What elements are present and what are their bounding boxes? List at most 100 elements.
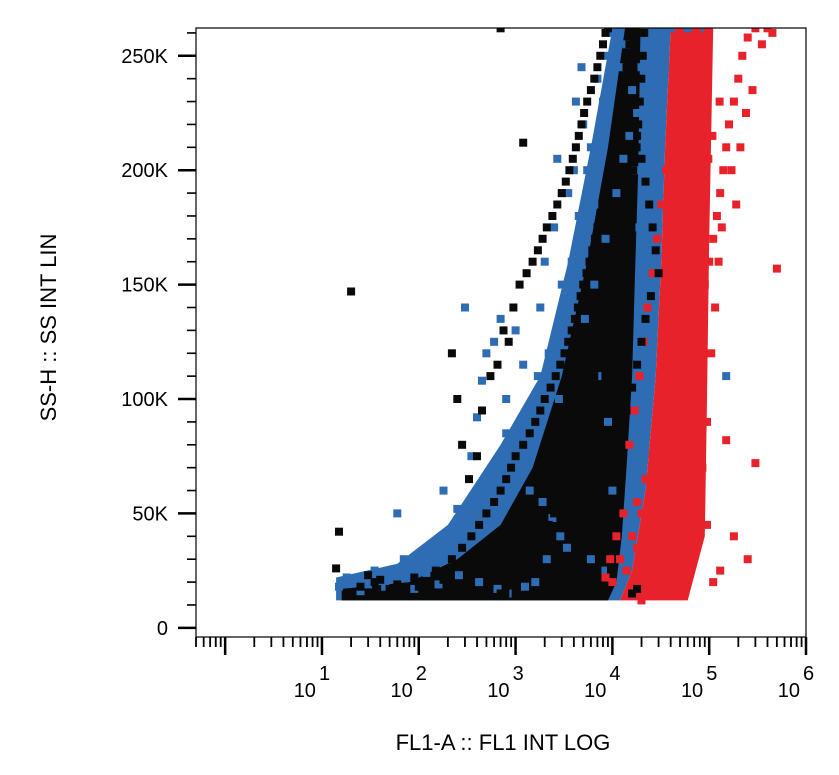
y-tick-label: 150K xyxy=(121,275,168,297)
data-point xyxy=(670,383,679,392)
y-axis: 0 50K 100K 150K 200K 250K xyxy=(121,32,196,640)
data-point xyxy=(458,440,467,449)
data-point xyxy=(687,349,696,358)
data-point xyxy=(604,520,612,529)
data-point xyxy=(557,280,566,289)
data-point xyxy=(461,584,469,593)
data-point xyxy=(567,326,576,335)
y-tick-label: 100K xyxy=(121,389,168,411)
data-point xyxy=(580,314,589,323)
data-point xyxy=(507,463,516,472)
data-point xyxy=(531,417,540,426)
data-point xyxy=(335,527,343,536)
y-tick-label: 0 xyxy=(157,618,168,640)
data-point xyxy=(593,63,602,72)
data-point xyxy=(422,568,431,577)
data-point xyxy=(751,28,760,33)
data-point xyxy=(666,28,675,33)
data-point xyxy=(499,326,508,335)
data-point xyxy=(630,154,639,163)
data-point xyxy=(637,154,646,163)
data-point xyxy=(616,109,624,117)
y-tick-label: 50K xyxy=(132,503,168,525)
data-point xyxy=(528,440,537,449)
data-point xyxy=(633,360,642,369)
data-point xyxy=(612,189,621,198)
data-point xyxy=(550,223,559,232)
data-point xyxy=(370,566,379,575)
data-point xyxy=(540,395,549,403)
data-point xyxy=(657,200,666,209)
data-point xyxy=(560,349,569,358)
data-point xyxy=(676,417,684,426)
data-point xyxy=(608,578,617,587)
data-point xyxy=(531,578,540,587)
data-point xyxy=(637,596,646,605)
data-point xyxy=(356,587,365,596)
data-point xyxy=(431,566,440,575)
data-point xyxy=(683,372,692,381)
data-point xyxy=(673,429,682,438)
data-point xyxy=(509,303,518,312)
data-point xyxy=(633,109,642,117)
data-point xyxy=(579,280,588,289)
data-point xyxy=(399,555,408,564)
data-point xyxy=(347,287,356,296)
x-tick-label: 10 xyxy=(294,680,316,702)
data-point xyxy=(605,292,614,301)
data-point xyxy=(641,475,650,484)
data-point xyxy=(743,33,752,42)
data-point xyxy=(596,212,605,220)
data-point xyxy=(565,166,574,175)
data-point xyxy=(694,212,703,220)
data-point xyxy=(335,582,343,591)
data-point xyxy=(504,337,513,346)
data-point xyxy=(736,143,745,152)
data-point xyxy=(548,514,557,522)
data-point xyxy=(621,212,630,220)
data-point xyxy=(496,486,505,495)
data-point xyxy=(478,406,486,415)
data-point xyxy=(607,280,616,289)
data-point xyxy=(544,520,553,529)
data-point xyxy=(661,63,670,72)
data-point xyxy=(772,264,781,273)
data-point xyxy=(370,578,379,587)
data-point xyxy=(453,395,462,403)
data-point xyxy=(641,177,650,186)
data-point xyxy=(584,395,593,403)
data-point xyxy=(522,269,531,278)
data-point xyxy=(364,571,373,580)
data-point xyxy=(654,463,663,472)
x-tick-exponent: 1 xyxy=(319,663,330,685)
data-point xyxy=(690,326,699,335)
x-tick-label: 10 xyxy=(487,680,509,702)
data-point xyxy=(596,131,605,140)
data-point xyxy=(540,591,549,600)
density-region xyxy=(620,28,714,601)
data-point xyxy=(671,452,680,461)
data-point xyxy=(645,559,654,568)
data-point xyxy=(680,280,689,289)
data-point xyxy=(536,303,545,312)
data-point xyxy=(695,303,704,312)
data-point xyxy=(640,28,649,37)
data-point xyxy=(683,40,692,49)
data-point xyxy=(443,584,452,593)
data-point xyxy=(557,589,566,598)
data-point xyxy=(553,154,562,163)
data-point xyxy=(646,292,655,301)
data-point xyxy=(533,372,542,381)
data-point xyxy=(475,578,484,587)
data-point xyxy=(564,189,573,198)
data-point xyxy=(533,246,542,255)
data-point xyxy=(630,28,639,33)
data-point xyxy=(482,587,491,596)
data-point xyxy=(700,280,709,289)
data-point xyxy=(716,566,725,575)
data-point xyxy=(599,200,607,209)
data-point xyxy=(709,578,718,587)
data-point xyxy=(502,429,511,438)
data-point xyxy=(422,580,431,589)
data-point xyxy=(637,74,646,83)
